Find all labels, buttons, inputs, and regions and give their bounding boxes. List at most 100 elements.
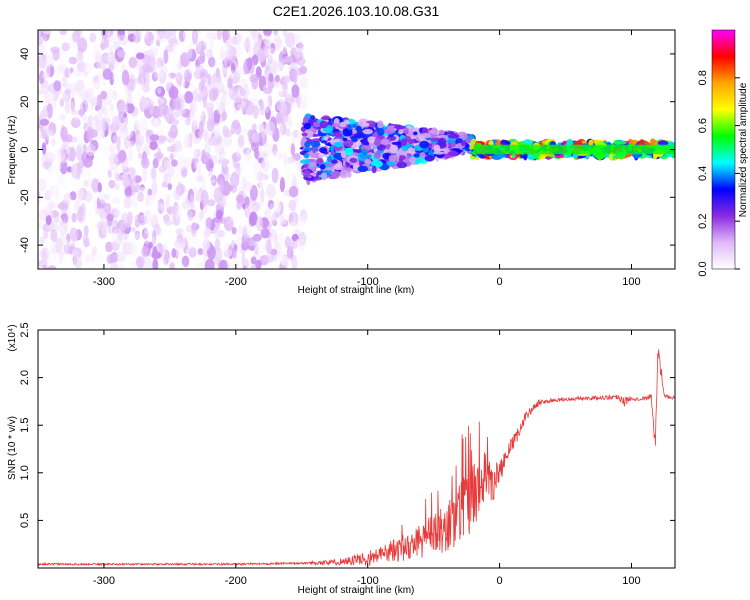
heatmap-cell-region-0	[157, 198, 165, 214]
heatmap-cell-region-0	[239, 126, 250, 136]
heatmap-cell-region-0	[271, 91, 279, 98]
heatmap-cell-region-0	[41, 142, 47, 155]
heatmap-cell-region-0	[107, 88, 115, 103]
heatmap-cell-region-1	[352, 123, 357, 128]
heatmap-cell-region-0	[288, 199, 297, 212]
heatmap-cell-region-0	[263, 87, 273, 95]
colorbar: 0.0 0.2 0.4 0.6 0.8 Normalized spectral ampl…	[697, 29, 749, 277]
heatmap-cell-region-0	[247, 34, 254, 45]
heatmap-cell-region-1	[309, 162, 317, 166]
heatmap-cell-region-0	[214, 225, 221, 241]
heatmap-cell-region-1	[347, 124, 352, 131]
heatmap-cell-region-0	[281, 44, 288, 55]
heatmap-cell-region-0	[278, 251, 286, 265]
heatmap-cell-region-0	[143, 135, 151, 148]
heatmap-cell-region-0	[117, 49, 127, 58]
heatmap-cell-region-0	[101, 119, 108, 131]
heatmap-cell-region-0	[187, 48, 197, 62]
heatmap-cell-region-0	[291, 84, 300, 98]
heatmap-cell-region-0	[167, 257, 174, 264]
heatmap-cell-region-0	[299, 76, 309, 89]
heatmap-cell-region-0	[269, 60, 278, 75]
heatmap-cell-region-0	[112, 90, 118, 100]
heatmap-cell-region-0	[172, 30, 177, 42]
spectrogram-y-ticks: -40 -20 0 20 40	[19, 48, 675, 253]
heatmap-cell-region-0	[39, 118, 50, 127]
heatmap-cell-region-0	[165, 239, 171, 247]
heatmap-cell-region-0	[219, 52, 230, 62]
heatmap-cell-region-0	[191, 30, 199, 45]
heatmap-cell-region-0	[168, 37, 178, 47]
heatmap-cell-region-0	[187, 210, 194, 221]
heatmap-cell-region-0	[95, 49, 100, 58]
heatmap-cell-region-0	[240, 100, 246, 115]
heatmap-cell-region-0	[127, 120, 133, 134]
heatmap-cell-region-2	[572, 153, 579, 159]
heatmap-cell-region-0	[291, 174, 297, 190]
heatmap-cell-region-0	[253, 158, 259, 172]
heatmap-cell-region-0	[189, 193, 194, 210]
heatmap-cell-region-0	[86, 169, 91, 179]
heatmap-cell-region-0	[59, 221, 68, 236]
heatmap-cell-region-0	[223, 242, 234, 256]
heatmap-cell-region-0	[222, 135, 233, 147]
heatmap-cell-region-0	[204, 258, 215, 269]
heatmap-cell-region-1	[344, 147, 354, 156]
heatmap-cell-region-0	[159, 102, 167, 110]
heatmap-cell-region-0	[220, 65, 225, 78]
heatmap-cell-region-0	[48, 184, 54, 198]
heatmap-cell-region-1	[325, 163, 336, 167]
heatmap-cell-region-0	[99, 230, 105, 239]
heatmap-cell-region-0	[264, 62, 270, 74]
heatmap-cell-region-0	[220, 67, 230, 82]
heatmap-cell-region-0	[71, 212, 77, 223]
heatmap-cell-region-0	[139, 214, 146, 222]
heatmap-cell-region-1	[413, 131, 418, 136]
heatmap-cell-region-0	[123, 116, 129, 126]
heatmap-cell-region-0	[77, 109, 86, 116]
heatmap-cell-region-0	[225, 69, 236, 79]
heatmap-cell-region-0	[48, 201, 56, 209]
heatmap-cell-region-0	[247, 249, 252, 262]
heatmap-cell-region-0	[156, 60, 164, 67]
heatmap-cell-region-0	[214, 238, 221, 251]
heatmap-cell-region-0	[204, 142, 210, 153]
heatmap-cell-region-0	[143, 256, 151, 269]
heatmap-cell-region-0	[63, 244, 71, 255]
heatmap-cell-region-0	[279, 233, 284, 241]
heatmap-cell-region-0	[181, 201, 191, 209]
heatmap-cell-region-1	[320, 140, 328, 144]
heatmap-cell-region-0	[191, 222, 197, 238]
heatmap-cell-region-0	[254, 169, 263, 186]
heatmap-cell-region-0	[46, 250, 57, 266]
heatmap-cell-region-0	[66, 233, 71, 244]
heatmap-cell-region-0	[209, 167, 215, 178]
heatmap-cell-region-0	[124, 185, 133, 198]
heatmap-cell-region-0	[216, 30, 222, 40]
heatmap-cell-region-0	[38, 43, 47, 53]
heatmap-cell-region-0	[236, 103, 242, 111]
heatmap-cell-region-0	[127, 211, 133, 226]
heatmap-cell-region-0	[189, 107, 196, 120]
heatmap-cell-region-0	[112, 197, 121, 205]
heatmap-cell-region-0	[265, 121, 276, 136]
heatmap-cell-region-0	[263, 98, 270, 113]
heatmap-cell-region-0	[64, 232, 72, 247]
heatmap-cell-region-0	[96, 109, 103, 122]
heatmap-cell-region-0	[257, 182, 264, 189]
heatmap-cell-region-0	[42, 264, 48, 269]
heatmap-cell-region-0	[44, 92, 51, 103]
heatmap-cell-region-0	[89, 32, 96, 43]
heatmap-cell-region-0	[107, 44, 113, 51]
heatmap-cell-region-0	[135, 52, 145, 60]
heatmap-cell-region-0	[72, 256, 83, 269]
heatmap-cell-region-0	[85, 254, 91, 263]
heatmap-cell-region-0	[162, 30, 173, 40]
heatmap-cell-region-0	[228, 30, 236, 38]
heatmap-cell-region-1	[342, 137, 348, 142]
heatmap-cell-region-0	[225, 87, 233, 99]
heatmap-cell-region-0	[133, 120, 140, 131]
heatmap-cell-region-0	[38, 131, 44, 147]
heatmap-cell-region-0	[193, 213, 202, 223]
heatmap-cell-region-0	[171, 159, 178, 167]
